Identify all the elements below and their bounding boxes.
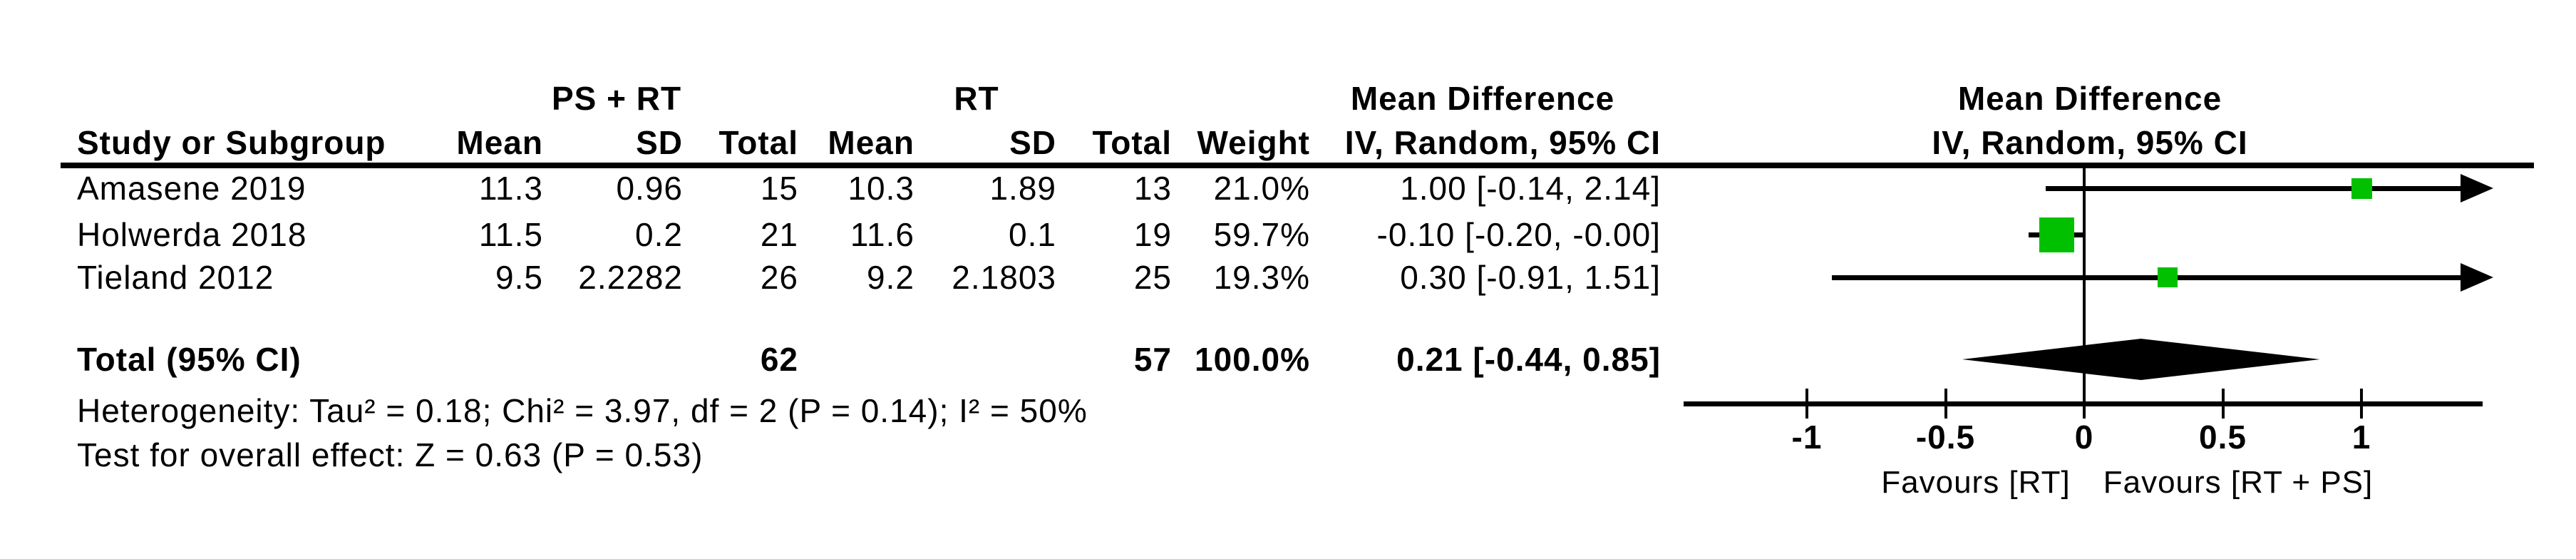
cell-total1: 26 xyxy=(760,259,798,296)
cell-ci: 1.00 [-0.14, 2.14] xyxy=(1400,170,1661,207)
axis-tick xyxy=(1944,389,1947,419)
cell-ci: -0.10 [-0.20, -0.00] xyxy=(1376,216,1661,253)
cell-mean1: 11.3 xyxy=(478,170,543,207)
total-label: Total (95% CI) xyxy=(77,341,302,378)
cell-weight: 21.0% xyxy=(1213,170,1310,207)
cell-sd1: 0.2 xyxy=(635,216,683,253)
col-header-ci: IV, Random, 95% CI xyxy=(1344,124,1661,161)
ci-arrow-right-icon xyxy=(2461,263,2493,292)
cell-mean1: 9.5 xyxy=(495,259,543,296)
axis-tick xyxy=(2083,389,2086,419)
col-header-total2: Total xyxy=(1092,124,1172,161)
effect-square xyxy=(2157,267,2178,287)
cell-sd2: 2.1803 xyxy=(952,259,1056,296)
overall-effect-text: Test for overall effect: Z = 0.63 (P = 0… xyxy=(77,436,704,473)
cell-mean2: 11.6 xyxy=(850,216,915,253)
axis-tick-label: 0 xyxy=(2074,419,2094,456)
col-header-study: Study or Subgroup xyxy=(77,124,386,161)
axis-tick xyxy=(2221,389,2225,419)
cell-sd1: 2.2282 xyxy=(578,259,683,296)
group2-header: RT xyxy=(954,80,999,117)
cell-total1: 21 xyxy=(760,216,798,253)
effect-column-title: Mean Difference xyxy=(1350,80,1615,117)
col-header-sd2: SD xyxy=(1009,124,1056,161)
heterogeneity-text: Heterogeneity: Tau² = 0.18; Chi² = 3.97,… xyxy=(77,392,1088,429)
effect-square xyxy=(2351,178,2372,199)
ci-arrow-right-icon xyxy=(2461,174,2493,202)
total-weight: 100.0% xyxy=(1194,341,1310,378)
cell-mean1: 11.5 xyxy=(478,216,543,253)
plot-title: Mean Difference xyxy=(1957,80,2222,117)
study-name: Amasene 2019 xyxy=(77,170,306,207)
cell-total1: 15 xyxy=(760,170,798,207)
axis-tick xyxy=(2360,389,2363,419)
axis-tick-label: -0.5 xyxy=(1915,419,1976,456)
favours-right-label: Favours [RT + PS] xyxy=(2103,465,2374,500)
total-n1: 62 xyxy=(760,341,798,378)
cell-sd2: 1.89 xyxy=(989,170,1056,207)
ci-line xyxy=(2045,186,2461,191)
cell-ci: 0.30 [-0.91, 1.51] xyxy=(1400,259,1661,296)
col-header-sd1: SD xyxy=(636,124,683,161)
study-name: Holwerda 2018 xyxy=(77,216,307,253)
study-name: Tieland 2012 xyxy=(77,259,274,296)
cell-total2: 25 xyxy=(1133,259,1172,296)
header-rule xyxy=(61,163,2534,168)
cell-sd2: 0.1 xyxy=(1009,216,1056,253)
col-header-mean1: Mean xyxy=(456,124,543,161)
axis-tick-label: 0.5 xyxy=(2199,419,2247,456)
axis-tick-label: -1 xyxy=(1791,419,1823,456)
cell-total2: 13 xyxy=(1133,170,1172,207)
cell-sd1: 0.96 xyxy=(616,170,683,207)
ci-line xyxy=(1832,275,2461,280)
cell-mean2: 10.3 xyxy=(847,170,915,207)
col-header-mean2: Mean xyxy=(828,124,915,161)
axis-tick-label: 1 xyxy=(2351,419,2371,456)
total-n2: 57 xyxy=(1133,341,1172,378)
axis-tick xyxy=(1805,389,1808,419)
group1-header: PS + RT xyxy=(551,80,682,117)
favours-left-label: Favours [RT] xyxy=(1881,465,2071,500)
cell-total2: 19 xyxy=(1133,216,1172,253)
plot-subtitle: IV, Random, 95% CI xyxy=(1932,124,2248,161)
effect-square xyxy=(2039,217,2074,252)
col-header-weight: Weight xyxy=(1197,124,1310,161)
cell-weight: 19.3% xyxy=(1213,259,1310,296)
cell-weight: 59.7% xyxy=(1213,216,1310,253)
col-header-total1: Total xyxy=(718,124,798,161)
total-diamond xyxy=(1962,339,2320,380)
cell-mean2: 9.2 xyxy=(867,259,915,296)
total-ci: 0.21 [-0.44, 0.85] xyxy=(1396,341,1661,378)
zero-line xyxy=(2083,168,2086,404)
